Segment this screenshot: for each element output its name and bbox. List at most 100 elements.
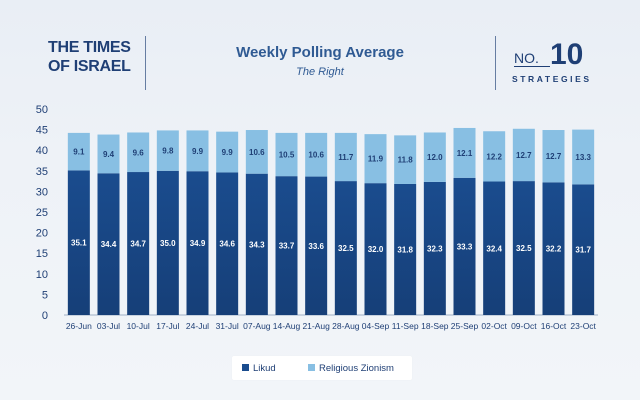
header-divider-left bbox=[145, 36, 146, 90]
data-label-likud: 35.1 bbox=[71, 239, 87, 248]
y-tick-label: 35 bbox=[36, 166, 48, 178]
bar-likud bbox=[572, 184, 595, 315]
data-label-religious-zionism: 9.6 bbox=[133, 148, 145, 157]
bar-likud bbox=[483, 181, 506, 315]
bar-religious-zionism bbox=[394, 135, 417, 184]
badge-label: STRATEGIES bbox=[512, 74, 592, 84]
data-label-likud: 32.2 bbox=[546, 245, 562, 254]
data-label-likud: 33.7 bbox=[279, 242, 295, 251]
data-label-likud: 33.3 bbox=[457, 242, 473, 251]
brand-line-1: THE TIMES bbox=[48, 39, 131, 56]
data-label-likud: 32.0 bbox=[368, 245, 384, 254]
data-label-religious-zionism: 12.1 bbox=[457, 149, 473, 158]
data-label-religious-zionism: 11.9 bbox=[368, 155, 384, 164]
data-label-religious-zionism: 12.0 bbox=[427, 153, 443, 162]
data-label-likud: 32.4 bbox=[486, 244, 502, 253]
data-label-likud: 32.3 bbox=[427, 244, 443, 253]
badge-prefix: NO. bbox=[514, 50, 539, 66]
bar-religious-zionism bbox=[97, 134, 120, 174]
data-label-religious-zionism: 10.5 bbox=[279, 151, 295, 160]
y-tick-label: 10 bbox=[36, 269, 48, 281]
data-label-religious-zionism: 12.7 bbox=[546, 152, 562, 161]
y-tick-label: 30 bbox=[36, 186, 48, 198]
x-tick-label: 31-Jul bbox=[216, 321, 239, 331]
bar-likud bbox=[186, 171, 209, 315]
legend-label-religious-zionism: Religious Zionism bbox=[319, 363, 394, 374]
data-label-religious-zionism: 13.3 bbox=[575, 153, 591, 162]
legend-swatch-religious-zionism bbox=[308, 364, 315, 371]
legend-swatch-likud bbox=[242, 364, 249, 371]
x-tick-label: 07-Aug bbox=[243, 321, 271, 331]
bar-religious-zionism bbox=[305, 132, 328, 177]
y-tick-label: 5 bbox=[42, 289, 48, 301]
data-label-likud: 33.6 bbox=[308, 242, 324, 251]
bar-religious-zionism bbox=[245, 130, 268, 174]
x-tick-label: 25-Sep bbox=[451, 321, 479, 331]
bar-likud bbox=[334, 181, 357, 315]
data-label-likud: 32.5 bbox=[338, 244, 354, 253]
data-label-religious-zionism: 12.7 bbox=[516, 151, 532, 160]
badge-number: 10 bbox=[550, 38, 584, 71]
x-tick-label: 04-Sep bbox=[362, 321, 390, 331]
y-tick-label: 0 bbox=[42, 310, 48, 322]
bar-religious-zionism bbox=[186, 130, 209, 172]
bar-religious-zionism bbox=[156, 130, 179, 171]
strategies-badge: NO. 10 STRATEGIES bbox=[512, 38, 622, 88]
bar-likud bbox=[156, 170, 179, 315]
data-label-religious-zionism: 10.6 bbox=[308, 151, 324, 160]
x-tick-label: 03-Jul bbox=[97, 321, 120, 331]
data-label-likud: 34.4 bbox=[101, 240, 117, 249]
x-tick-label: 14-Aug bbox=[273, 321, 301, 331]
x-tick-label: 18-Sep bbox=[421, 321, 449, 331]
bar-likud bbox=[394, 183, 417, 315]
data-label-religious-zionism: 9.1 bbox=[73, 148, 85, 157]
y-tick-label: 15 bbox=[36, 248, 48, 260]
y-tick-label: 20 bbox=[36, 228, 48, 240]
legend-item-likud: Likud bbox=[242, 363, 276, 374]
bar-likud bbox=[245, 173, 268, 315]
x-tick-label: 17-Jul bbox=[156, 321, 179, 331]
data-label-religious-zionism: 9.9 bbox=[222, 148, 234, 157]
bar-likud bbox=[305, 176, 328, 315]
bar-likud bbox=[423, 181, 446, 315]
bar-likud bbox=[542, 182, 565, 315]
bar-religious-zionism bbox=[275, 132, 298, 177]
bar-likud bbox=[216, 172, 239, 315]
bar-likud bbox=[453, 177, 476, 315]
x-tick-label: 10-Jul bbox=[127, 321, 150, 331]
data-label-likud: 34.7 bbox=[130, 240, 146, 249]
data-label-religious-zionism: 10.6 bbox=[249, 148, 265, 157]
data-label-religious-zionism: 11.7 bbox=[338, 153, 354, 162]
data-label-likud: 32.5 bbox=[516, 244, 532, 253]
data-label-religious-zionism: 9.9 bbox=[192, 147, 204, 156]
chart-legend: Likud Religious Zionism bbox=[232, 356, 412, 380]
header-divider-right bbox=[495, 36, 496, 90]
data-label-religious-zionism: 12.2 bbox=[486, 152, 502, 161]
bar-likud bbox=[364, 183, 387, 315]
x-tick-label: 16-Oct bbox=[541, 321, 567, 331]
x-tick-label: 28-Aug bbox=[332, 321, 360, 331]
x-tick-label: 11-Sep bbox=[392, 321, 419, 331]
header: THE TIMES OF ISRAEL Weekly Polling Avera… bbox=[0, 0, 640, 100]
y-tick-label: 40 bbox=[36, 145, 48, 157]
bar-religious-zionism bbox=[572, 129, 595, 185]
x-tick-label: 21-Aug bbox=[302, 321, 330, 331]
badge-underline bbox=[514, 66, 550, 67]
bar-religious-zionism bbox=[483, 131, 506, 182]
chart-subtitle: The Right bbox=[296, 66, 344, 78]
legend-label-likud: Likud bbox=[253, 363, 276, 374]
data-label-likud: 34.9 bbox=[190, 239, 206, 248]
bar-religious-zionism bbox=[542, 130, 565, 183]
data-label-likud: 34.6 bbox=[219, 240, 235, 249]
bar-religious-zionism bbox=[453, 127, 476, 178]
legend-item-religious-zionism: Religious Zionism bbox=[308, 363, 394, 374]
y-tick-label: 50 bbox=[36, 104, 48, 116]
bar-religious-zionism bbox=[364, 134, 387, 184]
bar-likud bbox=[97, 173, 120, 315]
bar-religious-zionism bbox=[216, 131, 239, 173]
bar-religious-zionism bbox=[334, 132, 357, 182]
x-tick-label: 02-Oct bbox=[481, 321, 507, 331]
x-tick-label: 23-Oct bbox=[570, 321, 596, 331]
bar-religious-zionism bbox=[423, 132, 446, 182]
